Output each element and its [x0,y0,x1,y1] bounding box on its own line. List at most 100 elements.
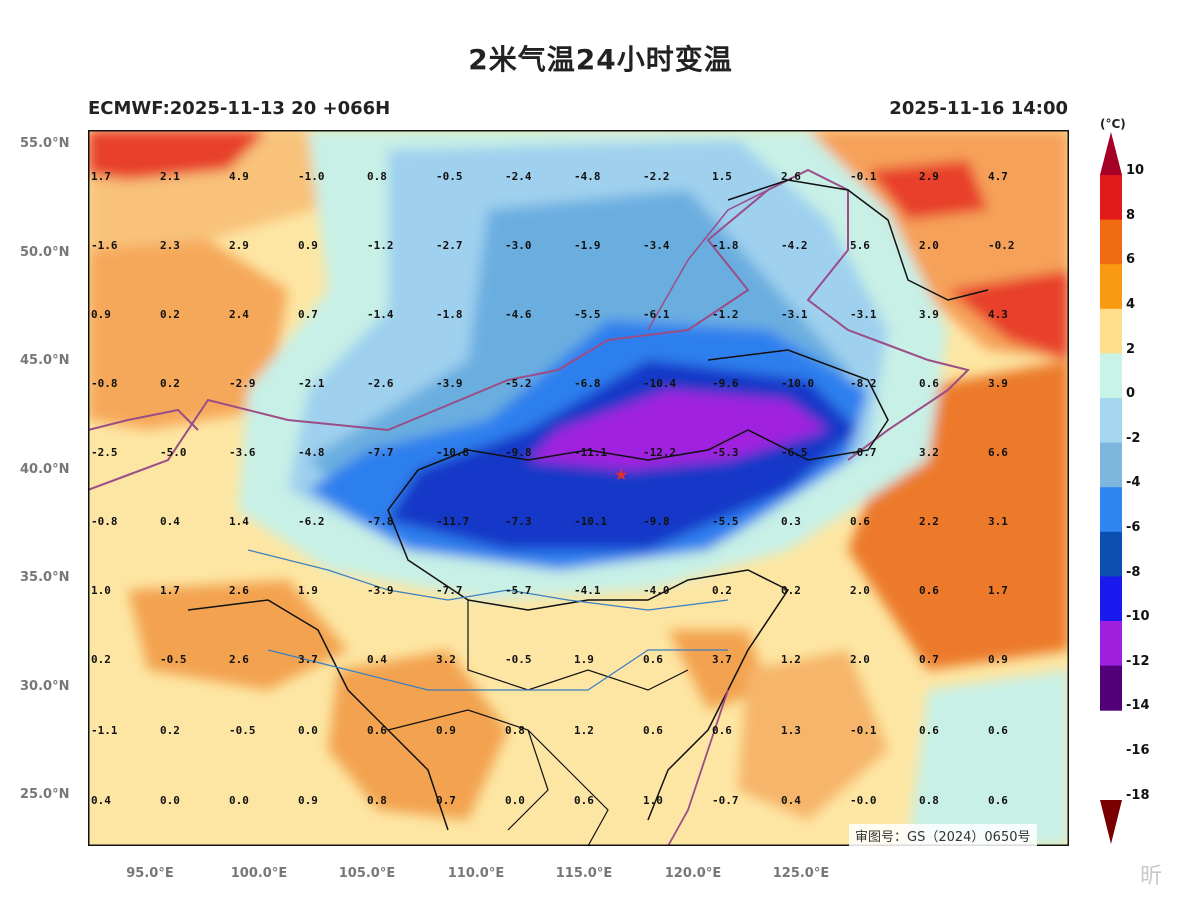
grid-value: 5.6 [850,239,870,252]
grid-value: -4.8 [298,446,325,459]
lat-label: 50.0°N [20,245,70,260]
grid-value: 2.9 [919,170,939,183]
grid-value: 0.7 [919,653,939,666]
colorbar-tick: -14 [1126,698,1150,713]
grid-value: -11.7 [436,515,469,528]
map-title: 2米气温24小时变温 [468,43,733,76]
national-border-west [88,408,199,431]
grid-value: -6.8 [574,377,601,390]
grid-value: 1.5 [712,170,732,183]
grid-value: 1.7 [988,584,1008,597]
value-row: -0.8 0.2 -2.9 -2.1 -2.6 -3.9 -5.2 -6.8 -… [91,377,1008,390]
grid-value: 0.6 [643,724,663,737]
mongolia-border [647,189,769,331]
grid-value: 0.8 [367,170,387,183]
grid-value: -1.9 [574,239,601,252]
grid-value: -2.2 [643,170,670,183]
grid-value: -4.2 [781,239,808,252]
map-approval-number: 审图号：GS（2024）0650号 [849,824,1037,847]
grid-value: 0.4 [160,515,180,528]
lat-label: 30.0°N [20,679,70,694]
grid-value: -1.4 [367,308,394,321]
grid-value: -8.2 [850,377,877,390]
lon-label: 95.0°E [126,866,174,881]
grid-value: 0.2 [91,653,111,666]
grid-value: -0.8 [91,515,118,528]
grid-value: 0.9 [298,239,318,252]
grid-value: -5.0 [160,446,187,459]
grid-value: -0.8 [91,377,118,390]
grid-value: -1.2 [712,308,739,321]
lat-label: 35.0°N [20,570,70,585]
grid-value: -10.0 [781,377,814,390]
grid-value: 0.0 [160,794,180,807]
grid-value: 2.1 [160,170,180,183]
colorbar-step [1100,665,1122,711]
yangtze-river [267,649,728,691]
grid-value: -9.8 [643,515,670,528]
grid-value: -5.5 [574,308,601,321]
colorbar-tick: -16 [1126,743,1150,758]
province-border-central [467,600,689,691]
grid-value: 3.7 [298,653,318,666]
province-border-north [387,349,889,601]
grid-value: -5.2 [505,377,532,390]
field-hot-ne2 [868,160,988,220]
grid-value: 0.2 [160,724,180,737]
coastline [667,689,729,846]
lat-label: 45.0°N [20,353,70,368]
grid-value: -0.7 [850,446,877,459]
field-warm-w2 [128,580,348,690]
grid-value: -10.4 [643,377,676,390]
colorbar-step [1100,264,1122,310]
national-border [88,168,970,491]
grid-value: -1.8 [712,239,739,252]
grid-value: 0.6 [367,724,387,737]
grid-value: 0.6 [919,724,939,737]
grid-value: 2.0 [919,239,939,252]
grid-value: -0.0 [850,794,877,807]
grid-value: -3.6 [229,446,256,459]
value-row: 0.4 0.0 0.0 0.9 0.8 0.7 0.0 0.6 1.0 -0.7… [91,794,1008,807]
grid-value: -1.2 [367,239,394,252]
grid-value: -0.5 [160,653,187,666]
grid-value: 2.2 [919,515,939,528]
grid-value: -1.8 [436,308,463,321]
grid-value: 0.9 [298,794,318,807]
grid-value: 2.9 [229,239,249,252]
grid-value: 6.6 [988,446,1008,459]
province-border-south [387,709,609,846]
colorbar-step [1100,621,1122,667]
grid-value: 1.0 [643,794,663,807]
grid-value: 3.2 [919,446,939,459]
grid-value: 0.6 [919,584,939,597]
colorbar-tick: -12 [1126,654,1150,669]
grid-value: 0.6 [712,724,732,737]
grid-value: -2.1 [298,377,325,390]
grid-value: 0.6 [574,794,594,807]
province-border-ne [727,179,989,301]
grid-value: 0.6 [988,794,1008,807]
grid-value: 1.3 [781,724,801,737]
grid-value: 0.9 [988,653,1008,666]
colorbar-step [1100,308,1122,354]
grid-value: 4.9 [229,170,249,183]
grid-value: -1.0 [298,170,325,183]
grid-value: -7.3 [505,515,532,528]
grid-value: -5.7 [505,584,532,597]
yellow-river [247,549,729,611]
grid-value: 0.7 [298,308,318,321]
grid-value: -10.8 [436,446,469,459]
grid-value: -0.1 [850,170,877,183]
grid-value: -3.0 [505,239,532,252]
province-border-sw [187,599,449,831]
grid-value: 4.3 [988,308,1008,321]
colorbar-step [1100,531,1122,577]
value-row: -1.6 2.3 2.9 0.9 -1.2 -2.7 -3.0 -1.9 -3.… [91,239,1015,252]
grid-value: -2.9 [229,377,256,390]
grid-value: -3.9 [367,584,394,597]
grid-value: -2.4 [505,170,532,183]
grid-value: -10.1 [574,515,607,528]
grid-value: 3.1 [988,515,1008,528]
lat-label: 25.0°N [20,787,70,802]
